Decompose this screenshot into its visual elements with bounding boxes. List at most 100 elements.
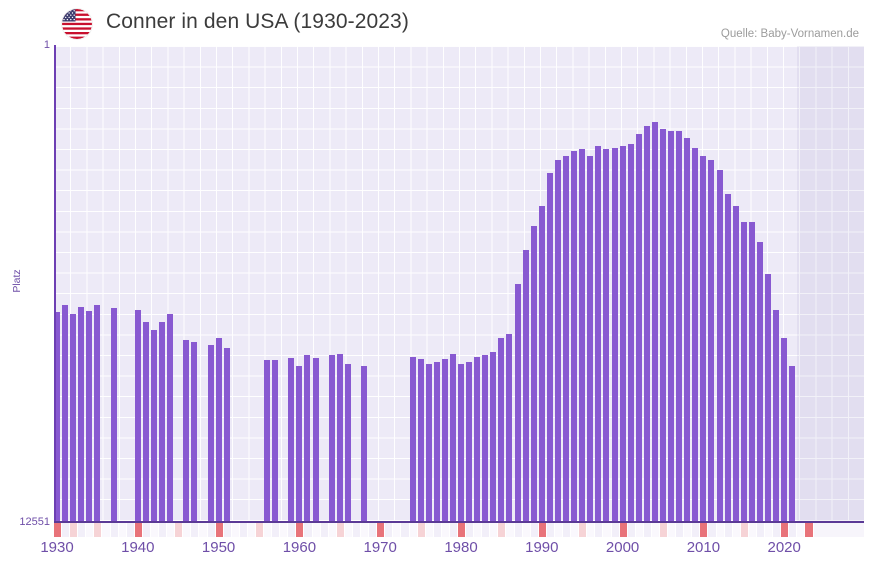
- bar-1981[interactable]: [466, 362, 473, 522]
- bar-2007[interactable]: [676, 130, 683, 522]
- tick-cell-2000: [619, 523, 628, 537]
- bar-1987[interactable]: [514, 284, 521, 522]
- bar-1982[interactable]: [474, 356, 481, 522]
- bar-1943[interactable]: [159, 322, 166, 522]
- bar-1959[interactable]: [288, 358, 295, 522]
- bar-2021[interactable]: [789, 365, 796, 522]
- tick-cell-1939: [126, 523, 135, 537]
- tick-cell-2004: [651, 523, 660, 537]
- bar-1957[interactable]: [272, 360, 279, 522]
- tick-cell-2006: [668, 523, 677, 537]
- bar-1961[interactable]: [304, 355, 311, 522]
- bar-1931[interactable]: [62, 305, 69, 522]
- bar-2014[interactable]: [732, 205, 739, 522]
- bar-2016[interactable]: [748, 222, 755, 522]
- bar-1992[interactable]: [554, 160, 561, 522]
- tick-separator: [335, 523, 337, 537]
- bar-1990[interactable]: [538, 205, 545, 522]
- bar-1986[interactable]: [506, 333, 513, 522]
- bar-1985[interactable]: [498, 338, 505, 522]
- bar-1946[interactable]: [183, 340, 190, 522]
- bar-1994[interactable]: [571, 150, 578, 522]
- bar-2012[interactable]: [716, 170, 723, 522]
- bar-2020[interactable]: [781, 338, 788, 522]
- bar-2017[interactable]: [756, 242, 763, 522]
- tick-cell-1931: [62, 523, 71, 537]
- bar-1991[interactable]: [546, 173, 553, 522]
- tick-separator: [553, 523, 555, 537]
- bar-2002[interactable]: [635, 134, 642, 522]
- bar-1933[interactable]: [78, 307, 85, 522]
- bar-1975[interactable]: [417, 358, 424, 522]
- bar-1960[interactable]: [296, 365, 303, 522]
- bar-1966[interactable]: [344, 363, 351, 522]
- x-axis-tick-1960: 1960: [282, 539, 317, 556]
- bar-2018[interactable]: [765, 274, 772, 522]
- bar-1951[interactable]: [223, 348, 230, 522]
- tick-cell-1985: [498, 523, 507, 537]
- bar-1964[interactable]: [328, 355, 335, 522]
- bar-1937[interactable]: [110, 308, 117, 522]
- bar-1934[interactable]: [86, 311, 93, 522]
- tick-separator: [610, 523, 612, 537]
- tick-separator: [432, 523, 434, 537]
- bar-2006[interactable]: [668, 130, 675, 522]
- bar-2008[interactable]: [684, 137, 691, 522]
- bar-1988[interactable]: [522, 250, 529, 522]
- bar-1993[interactable]: [563, 155, 570, 522]
- bar-1980[interactable]: [458, 363, 464, 522]
- bar-1995[interactable]: [579, 148, 586, 522]
- bar-1976[interactable]: [425, 363, 432, 522]
- bar-2000[interactable]: [619, 145, 626, 522]
- bar-1974[interactable]: [409, 356, 416, 522]
- bar-1979[interactable]: [449, 353, 456, 522]
- bar-2009[interactable]: [692, 147, 699, 522]
- bar-1996[interactable]: [587, 155, 594, 522]
- bar-1984[interactable]: [490, 352, 497, 522]
- bar-1941[interactable]: [142, 322, 149, 522]
- tick-separator: [562, 523, 564, 537]
- bar-2010[interactable]: [700, 155, 707, 522]
- bar-2011[interactable]: [708, 160, 715, 522]
- tick-separator: [481, 523, 483, 537]
- bar-1947[interactable]: [191, 342, 198, 522]
- bar-2001[interactable]: [627, 144, 634, 522]
- tick-separator: [198, 523, 200, 537]
- bar-1999[interactable]: [611, 147, 618, 522]
- tick-cell-2003: [643, 523, 652, 537]
- bar-2004[interactable]: [651, 122, 658, 522]
- bar-2015[interactable]: [740, 222, 747, 522]
- tick-cell-2010: [700, 523, 709, 537]
- bar-1940[interactable]: [134, 310, 141, 522]
- tick-cell-1989: [530, 523, 539, 537]
- bar-1998[interactable]: [603, 148, 610, 522]
- bar-2019[interactable]: [773, 310, 780, 522]
- bar-2003[interactable]: [643, 125, 650, 522]
- tick-cell-1984: [490, 523, 499, 537]
- tick-separator: [279, 523, 281, 537]
- bar-1949[interactable]: [207, 344, 214, 522]
- bar-1983[interactable]: [482, 355, 489, 522]
- bar-1932[interactable]: [70, 314, 77, 522]
- tick-cell-1979: [449, 523, 458, 537]
- bar-1968[interactable]: [361, 365, 368, 522]
- tick-separator: [238, 523, 240, 537]
- bar-1962[interactable]: [312, 358, 319, 522]
- bar-1942[interactable]: [150, 330, 157, 522]
- bar-1956[interactable]: [264, 360, 271, 522]
- bar-2013[interactable]: [724, 194, 731, 522]
- bar-1944[interactable]: [167, 314, 174, 522]
- chart-plot-area: [54, 46, 864, 522]
- bar-2005[interactable]: [660, 128, 666, 522]
- bar-1930[interactable]: [54, 312, 60, 522]
- bar-1997[interactable]: [595, 145, 602, 522]
- bar-1950[interactable]: [215, 338, 222, 522]
- bar-1989[interactable]: [530, 225, 537, 522]
- bar-1935[interactable]: [94, 305, 101, 522]
- bar-1977[interactable]: [433, 362, 440, 522]
- tick-cell-1973: [401, 523, 410, 537]
- tick-cell-1997: [595, 523, 604, 537]
- tick-separator: [85, 523, 87, 537]
- bar-1978[interactable]: [441, 358, 448, 522]
- bar-1965[interactable]: [336, 353, 343, 522]
